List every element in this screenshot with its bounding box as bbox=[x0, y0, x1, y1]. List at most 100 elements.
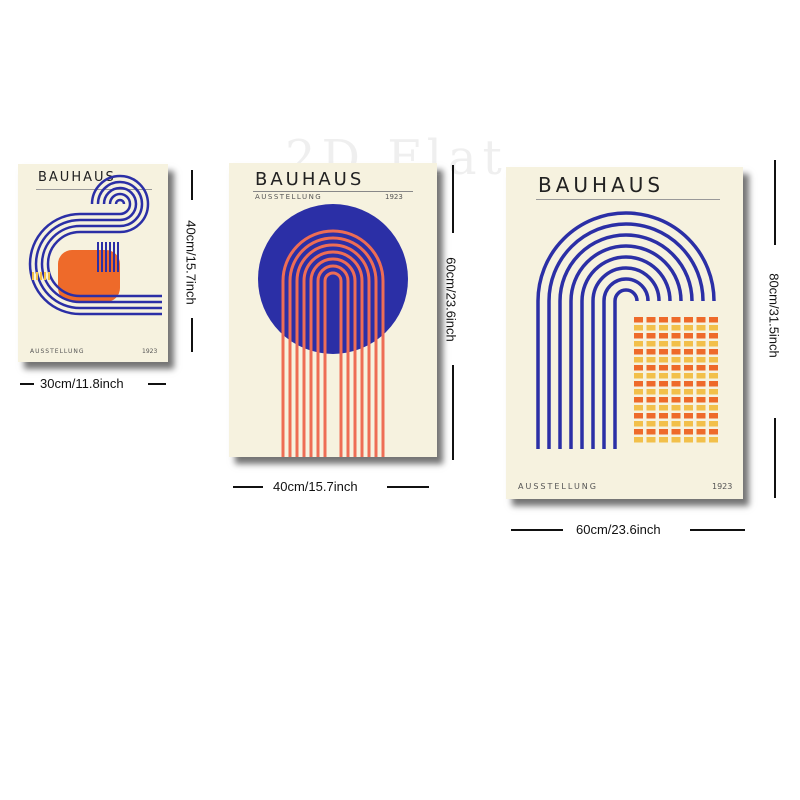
grid-cell bbox=[634, 317, 643, 323]
poster-year: 1923 bbox=[385, 193, 403, 201]
grid-cell bbox=[696, 365, 706, 371]
grid-cell bbox=[684, 349, 693, 355]
grid-cell bbox=[696, 381, 706, 387]
grid-cell bbox=[709, 373, 718, 379]
poster-small: BAUHAUS AUSSTELLUNG 1923 bbox=[18, 164, 168, 362]
grid-cell bbox=[646, 421, 656, 427]
grid-cell bbox=[634, 373, 643, 379]
grid-cell bbox=[684, 365, 693, 371]
poster-subtitle: AUSSTELLUNG bbox=[30, 348, 85, 355]
grid-cell bbox=[684, 405, 693, 411]
grid-cell bbox=[709, 349, 718, 355]
grid-cell bbox=[659, 389, 668, 395]
title-rule bbox=[253, 191, 413, 192]
poster-year: 1923 bbox=[142, 348, 158, 355]
grid-cell bbox=[646, 429, 656, 435]
grid-cell bbox=[684, 333, 693, 339]
grid-cell bbox=[634, 397, 643, 403]
grid-cell bbox=[709, 429, 718, 435]
height-label-medium: 60cm/23.6inch bbox=[443, 257, 459, 342]
grid-cell bbox=[709, 413, 718, 419]
grid-cell bbox=[684, 357, 693, 363]
grid-cell bbox=[634, 389, 643, 395]
grid-cell bbox=[696, 357, 706, 363]
grid-cell bbox=[634, 349, 643, 355]
grid-cell bbox=[696, 333, 706, 339]
title-rule bbox=[536, 199, 720, 200]
poster-year: 1923 bbox=[712, 482, 733, 491]
grid-cell bbox=[659, 405, 668, 411]
grid-cell bbox=[671, 341, 681, 347]
grid-cell bbox=[684, 373, 693, 379]
grid-cell bbox=[646, 325, 656, 331]
grid-cell bbox=[646, 373, 656, 379]
grid-cell bbox=[709, 405, 718, 411]
grid-cell bbox=[671, 365, 681, 371]
grid-cell bbox=[659, 429, 668, 435]
grid-cell bbox=[634, 357, 643, 363]
grid-cell bbox=[709, 437, 718, 443]
grid-cell bbox=[709, 341, 718, 347]
grid-cell bbox=[659, 437, 668, 443]
grid-cell bbox=[696, 421, 706, 427]
blue-circle bbox=[258, 204, 408, 354]
grid-cell bbox=[634, 437, 643, 443]
dim-line-left bbox=[20, 383, 34, 385]
grid-cell bbox=[671, 421, 681, 427]
dim-line-left bbox=[233, 486, 263, 488]
grid-cell bbox=[634, 405, 643, 411]
dim-line-top bbox=[452, 165, 454, 233]
grid-cell bbox=[671, 357, 681, 363]
grid-cell bbox=[646, 381, 656, 387]
grid-cell bbox=[696, 341, 706, 347]
grid-cell bbox=[659, 357, 668, 363]
dim-line-right bbox=[387, 486, 429, 488]
grid-cell bbox=[709, 381, 718, 387]
grid-cell bbox=[696, 437, 706, 443]
grid-cell bbox=[659, 325, 668, 331]
blue-arches bbox=[536, 211, 716, 449]
poster-title: BAUHAUS bbox=[538, 173, 665, 197]
grid-cell bbox=[634, 381, 643, 387]
grid-cell bbox=[671, 437, 681, 443]
grid-cell bbox=[696, 325, 706, 331]
grid-cell bbox=[709, 333, 718, 339]
grid-cell bbox=[646, 405, 656, 411]
grid-cell bbox=[696, 397, 706, 403]
grid-cell bbox=[646, 341, 656, 347]
grid-cell bbox=[646, 437, 656, 443]
grid-cell bbox=[659, 317, 668, 323]
grid-cell bbox=[684, 317, 693, 323]
width-label-medium: 40cm/15.7inch bbox=[273, 479, 358, 494]
grid-cell bbox=[696, 373, 706, 379]
grid-cell bbox=[646, 333, 656, 339]
grid-cell bbox=[671, 381, 681, 387]
poster-title: BAUHAUS bbox=[38, 170, 116, 185]
grid-cell bbox=[634, 421, 643, 427]
blue-vertical-strokes bbox=[97, 242, 119, 272]
dim-line-bottom bbox=[774, 418, 776, 498]
grid-cell bbox=[634, 333, 643, 339]
grid-cell bbox=[709, 421, 718, 427]
grid-cell bbox=[684, 429, 693, 435]
grid-cell bbox=[634, 325, 643, 331]
grid-cell bbox=[671, 397, 681, 403]
grid-cell bbox=[709, 389, 718, 395]
grid-cell bbox=[671, 429, 681, 435]
yellow-dashes bbox=[32, 272, 50, 280]
coral-arches bbox=[281, 229, 385, 457]
grid-cell bbox=[646, 357, 656, 363]
grid-cell bbox=[671, 405, 681, 411]
dim-line-bottom bbox=[191, 318, 193, 352]
grid-cell bbox=[696, 389, 706, 395]
grid-cell bbox=[646, 389, 656, 395]
grid-cell bbox=[696, 349, 706, 355]
grid-cell bbox=[646, 413, 656, 419]
grid-cell bbox=[709, 317, 718, 323]
grid-cell bbox=[659, 341, 668, 347]
dim-line-top bbox=[774, 160, 776, 245]
poster-large: BAUHAUS AUSSTELLUNG 1923 bbox=[506, 167, 743, 499]
dim-line-top bbox=[191, 170, 193, 200]
poster-subtitle: AUSSTELLUNG bbox=[518, 482, 598, 491]
dim-line-right bbox=[690, 529, 745, 531]
